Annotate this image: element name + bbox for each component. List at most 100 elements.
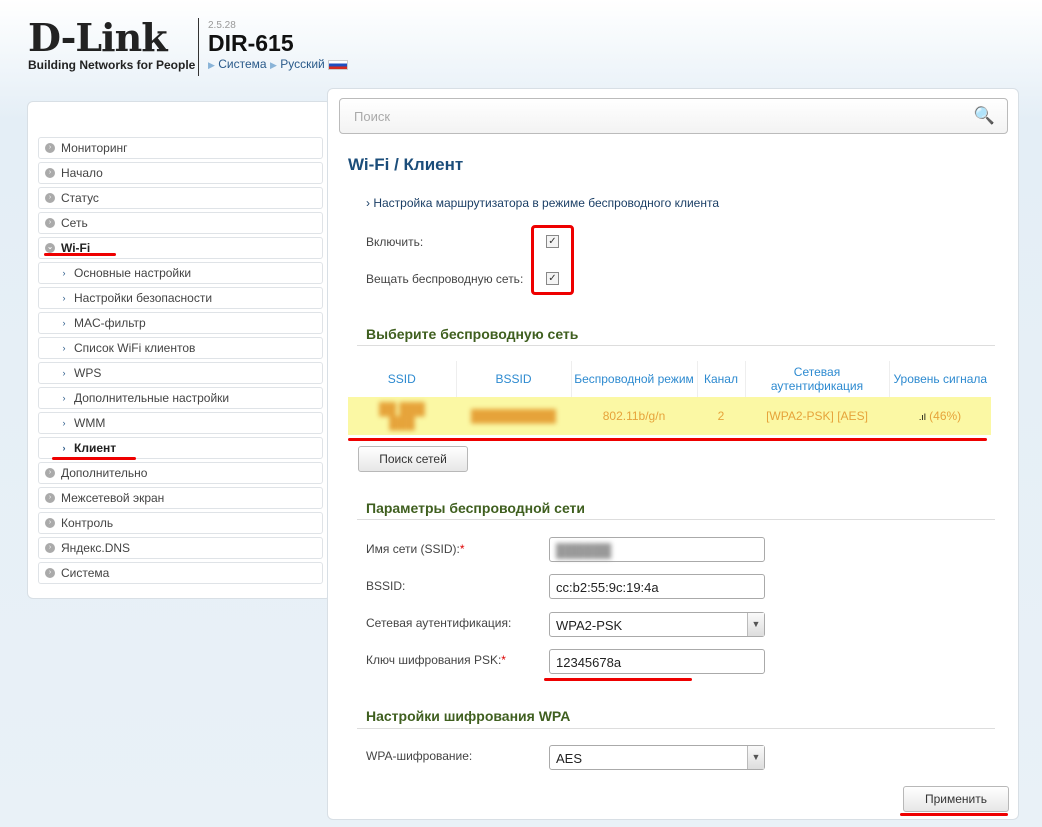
psk-label: Ключ шифрования PSK:* <box>366 653 506 667</box>
cell-bssid-blurred: ██████████ <box>456 397 571 435</box>
chevron-right-icon: › <box>62 343 66 353</box>
chevron-right-icon: › <box>45 568 55 578</box>
ssid-input[interactable]: ██████ <box>549 537 765 562</box>
sidebar-item[interactable]: › Дополнительные настройки <box>38 387 323 409</box>
crumb-system[interactable]: Система <box>218 57 267 71</box>
sidebar-item-label: Яндекс.DNS <box>61 541 131 555</box>
psk-label-text: Ключ шифрования PSK: <box>366 653 502 667</box>
search-input[interactable]: Поиск 🔍 <box>339 98 1008 134</box>
sidebar-item[interactable]: › Система <box>38 562 323 584</box>
signal-value: (46%) <box>929 409 962 423</box>
russian-flag-icon <box>328 59 349 70</box>
annotation-box <box>531 225 574 295</box>
sidebar-item[interactable]: › Дополнительно <box>38 462 323 484</box>
wpa-enc-select[interactable]: AES ▼ <box>549 745 765 770</box>
sidebar-item[interactable]: › WPS <box>38 362 323 384</box>
wpa-section-title: Настройки шифрования WPA <box>366 708 571 724</box>
sidebar-item[interactable]: › Контроль <box>38 512 323 534</box>
header-divider <box>198 18 199 76</box>
chevron-right-icon: › <box>45 493 55 503</box>
sidebar-item[interactable]: › WMM <box>38 412 323 434</box>
chevron-right-icon: › <box>45 468 55 478</box>
col-auth: Сетевая аутентификация <box>745 361 890 397</box>
chevron-right-icon: › <box>62 393 66 403</box>
search-icon[interactable]: 🔍 <box>973 106 995 125</box>
cell-mode: 802.11b/g/n <box>571 397 697 435</box>
networks-table: SSID BSSID Беспроводной режим Канал Сете… <box>348 361 991 435</box>
search-placeholder: Поиск <box>354 109 391 124</box>
sidebar-item[interactable]: › Начало <box>38 162 323 184</box>
chevron-right-icon: › <box>45 218 55 228</box>
sidebar-item-label: Межсетевой экран <box>61 491 165 505</box>
chevron-down-icon: ⌄ <box>45 243 55 253</box>
bssid-input[interactable]: cc:b2:55:9c:19:4a <box>549 574 765 599</box>
sidebar-item[interactable]: › Настройки безопасности <box>38 287 323 309</box>
wpa-enc-label: WPA-шифрование: <box>366 749 473 763</box>
sidebar-item[interactable]: › Сеть <box>38 212 323 234</box>
bssid-label: BSSID: <box>366 579 406 593</box>
networks-section-title: Выберите беспроводную сеть <box>366 326 579 342</box>
signal-bars-icon: .ıl <box>918 412 926 422</box>
col-mode: Беспроводной режим <box>571 361 698 397</box>
sidebar-item-label: WPS <box>74 366 102 380</box>
sidebar-item[interactable]: › Список WiFi клиентов <box>38 337 323 359</box>
dlink-logo: D-Link Building Networks for People <box>28 19 195 73</box>
annotation-underline <box>44 253 116 256</box>
sidebar-item-label: Статус <box>61 191 99 205</box>
sidebar-item[interactable]: › Статус <box>38 187 323 209</box>
table-row[interactable]: ██ ███ ███ ██████████ 802.11b/g/n 2 [WPA2… <box>348 397 991 435</box>
cell-channel: 2 <box>697 397 745 435</box>
ssid-label-text: Имя сети (SSID): <box>366 542 460 556</box>
apply-button[interactable]: Применить <box>903 786 1009 812</box>
col-channel: Канал <box>697 361 746 397</box>
cell-signal: .ıl (46%) <box>889 397 991 435</box>
chevron-down-icon[interactable]: ▼ <box>747 613 764 636</box>
annotation-underline <box>544 678 692 681</box>
sidebar-item[interactable]: › Клиент <box>38 437 323 459</box>
chevron-right-icon: › <box>62 293 66 303</box>
col-ssid: SSID <box>348 361 457 397</box>
sidebar-item-label: Wi-Fi <box>61 241 91 255</box>
chevron-right-icon: › <box>45 168 55 178</box>
broadcast-label: Вещать беспроводную сеть: <box>366 272 524 286</box>
breadcrumb: ▶ Система ▶ Русский <box>208 57 349 71</box>
sidebar-item-label: Мониторинг <box>61 141 128 155</box>
chevron-right-icon: › <box>62 418 66 428</box>
enable-checkbox[interactable]: ✓ <box>546 235 559 248</box>
auth-value: WPA2-PSK <box>556 618 623 633</box>
chevron-right-icon: › <box>45 193 55 203</box>
sidebar-item-label: Список WiFi клиентов <box>74 341 196 355</box>
annotation-underline <box>52 457 136 460</box>
divider <box>357 728 995 729</box>
sidebar-item[interactable]: › Межсетевой экран <box>38 487 323 509</box>
psk-input[interactable]: 12345678a <box>549 649 765 674</box>
chevron-right-icon: › <box>62 268 66 278</box>
chevron-down-icon[interactable]: ▼ <box>747 746 764 769</box>
sidebar-item[interactable]: › MAC-фильтр <box>38 312 323 334</box>
col-signal: Уровень сигнала <box>893 372 988 386</box>
sidebar-item-label: Контроль <box>61 516 114 530</box>
sidebar-item[interactable]: › Основные настройки <box>38 262 323 284</box>
page-description: › Настройка маршрутизатора в режиме бесп… <box>366 196 720 210</box>
sidebar-item-label: MAC-фильтр <box>74 316 146 330</box>
sidebar-item-label: Основные настройки <box>74 266 192 280</box>
sidebar-item-label: Дополнительно <box>61 466 148 480</box>
sidebar-item-label: WMM <box>74 416 106 430</box>
broadcast-checkbox[interactable]: ✓ <box>546 272 559 285</box>
scan-networks-button[interactable]: Поиск сетей <box>358 446 468 472</box>
auth-select[interactable]: WPA2-PSK ▼ <box>549 612 765 637</box>
crumb-language[interactable]: Русский <box>280 57 325 71</box>
sidebar-item-label: Система <box>61 566 110 580</box>
sidebar-item[interactable]: › Яндекс.DNS <box>38 537 323 559</box>
wpa-enc-value: AES <box>556 751 583 766</box>
sidebar-item[interactable]: › Мониторинг <box>38 137 323 159</box>
chevron-right-icon: › <box>45 543 55 553</box>
sidebar-item-label: Настройки безопасности <box>74 291 213 305</box>
sidebar-item-label: Клиент <box>74 441 117 455</box>
params-section-title: Параметры беспроводной сети <box>366 500 586 516</box>
annotation-underline <box>348 438 987 441</box>
sidebar-item-label: Сеть <box>61 216 88 230</box>
sidebar-item-label: Начало <box>61 166 103 180</box>
ssid-label: Имя сети (SSID):* <box>366 542 465 556</box>
firmware-version: 2.5.28 <box>208 20 236 31</box>
